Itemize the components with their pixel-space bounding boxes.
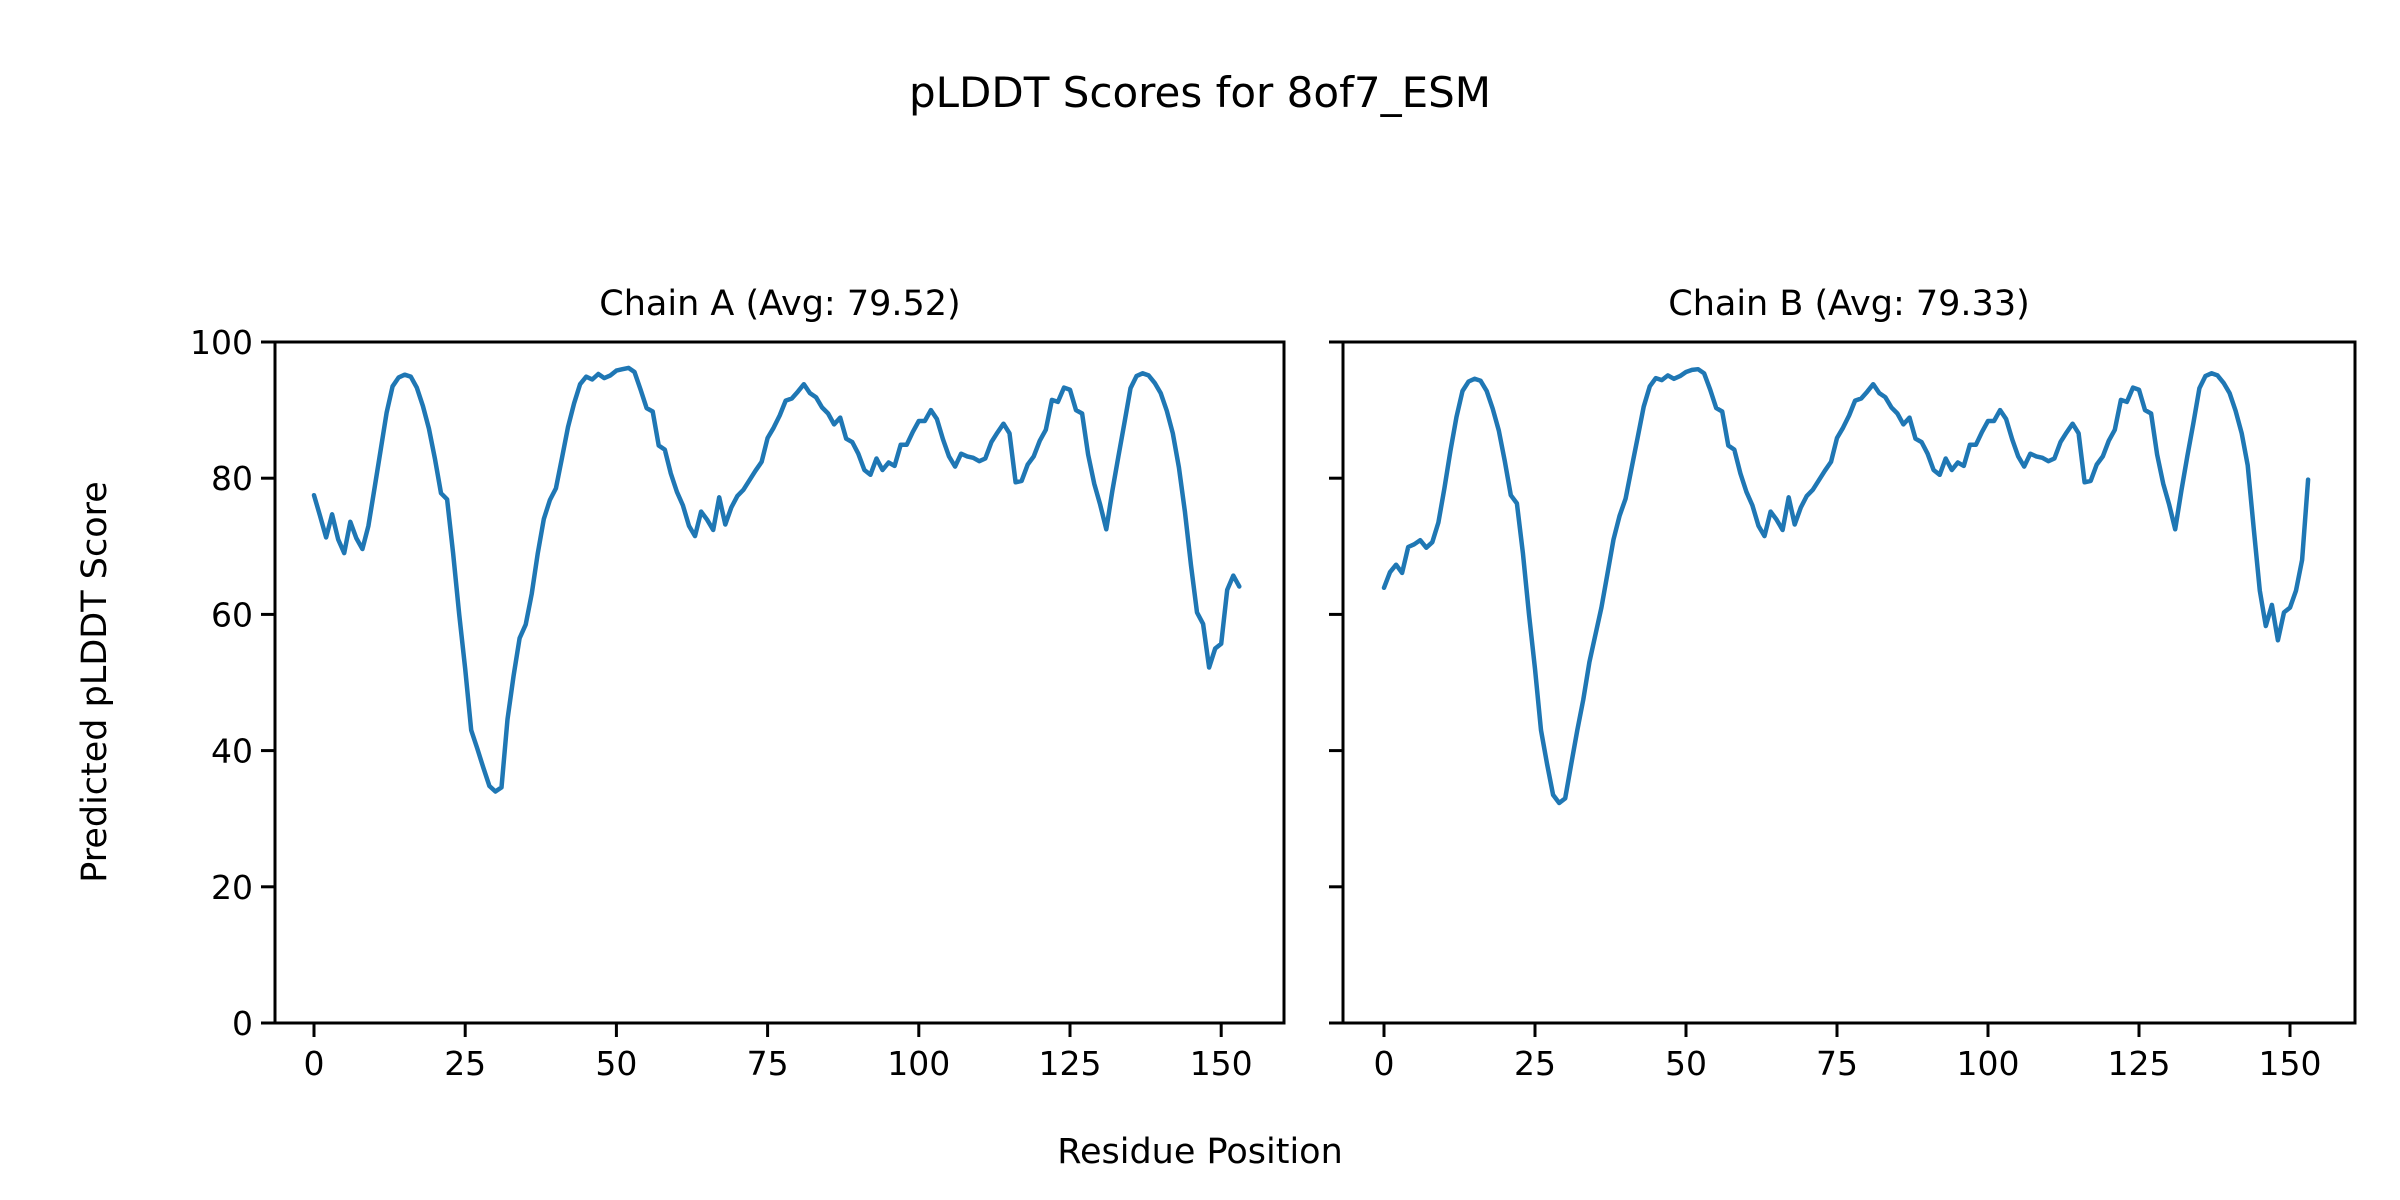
x-tick-label: 0 (304, 1044, 325, 1083)
subplot-title-chain-a: Chain A (Avg: 79.52) (599, 284, 961, 324)
x-tick-label: 0 (1374, 1044, 1395, 1083)
plddt-line-chain-b (1381, 366, 2311, 806)
y-tick-label: 100 (190, 323, 253, 362)
x-tick-label: 50 (1665, 1044, 1707, 1083)
x-tick-label: 125 (1039, 1044, 1102, 1083)
x-tick-label: 100 (887, 1044, 950, 1083)
x-tick-label: 150 (1190, 1044, 1253, 1083)
axes-frame-chain-a (273, 340, 1286, 1025)
x-tick-label: 25 (444, 1044, 486, 1083)
y-tick-label: 40 (211, 732, 253, 771)
x-tick-label: 125 (2108, 1044, 2171, 1083)
x-tick-label: 150 (2259, 1044, 2322, 1083)
x-axis-label: Residue Position (1057, 1132, 1343, 1172)
subplot-chain-b: 0 25 50 75 100 125 150 (1329, 340, 2357, 1083)
x-tick-label: 100 (1957, 1044, 2020, 1083)
subplot-chain-a: 0 25 50 75 100 125 150 0 20 40 60 80 100 (190, 323, 1286, 1083)
y-tick-label: 80 (211, 459, 253, 498)
x-tick-label: 75 (747, 1044, 789, 1083)
figure-title: pLDDT Scores for 8of7_ESM (908, 68, 1492, 117)
y-tick-label: 20 (211, 868, 253, 907)
y-tick-label: 0 (232, 1004, 253, 1043)
x-tick-label: 50 (595, 1044, 637, 1083)
x-tick-label: 25 (1514, 1044, 1556, 1083)
plddt-line-chain-a (311, 365, 1242, 794)
axes-frame-chain-b (1341, 340, 2357, 1025)
y-axis-label: Predicted pLDDT Score (75, 481, 115, 883)
subplot-title-chain-b: Chain B (Avg: 79.33) (1668, 284, 2030, 324)
y-tick-label: 60 (211, 595, 253, 634)
x-tick-label: 75 (1816, 1044, 1858, 1083)
